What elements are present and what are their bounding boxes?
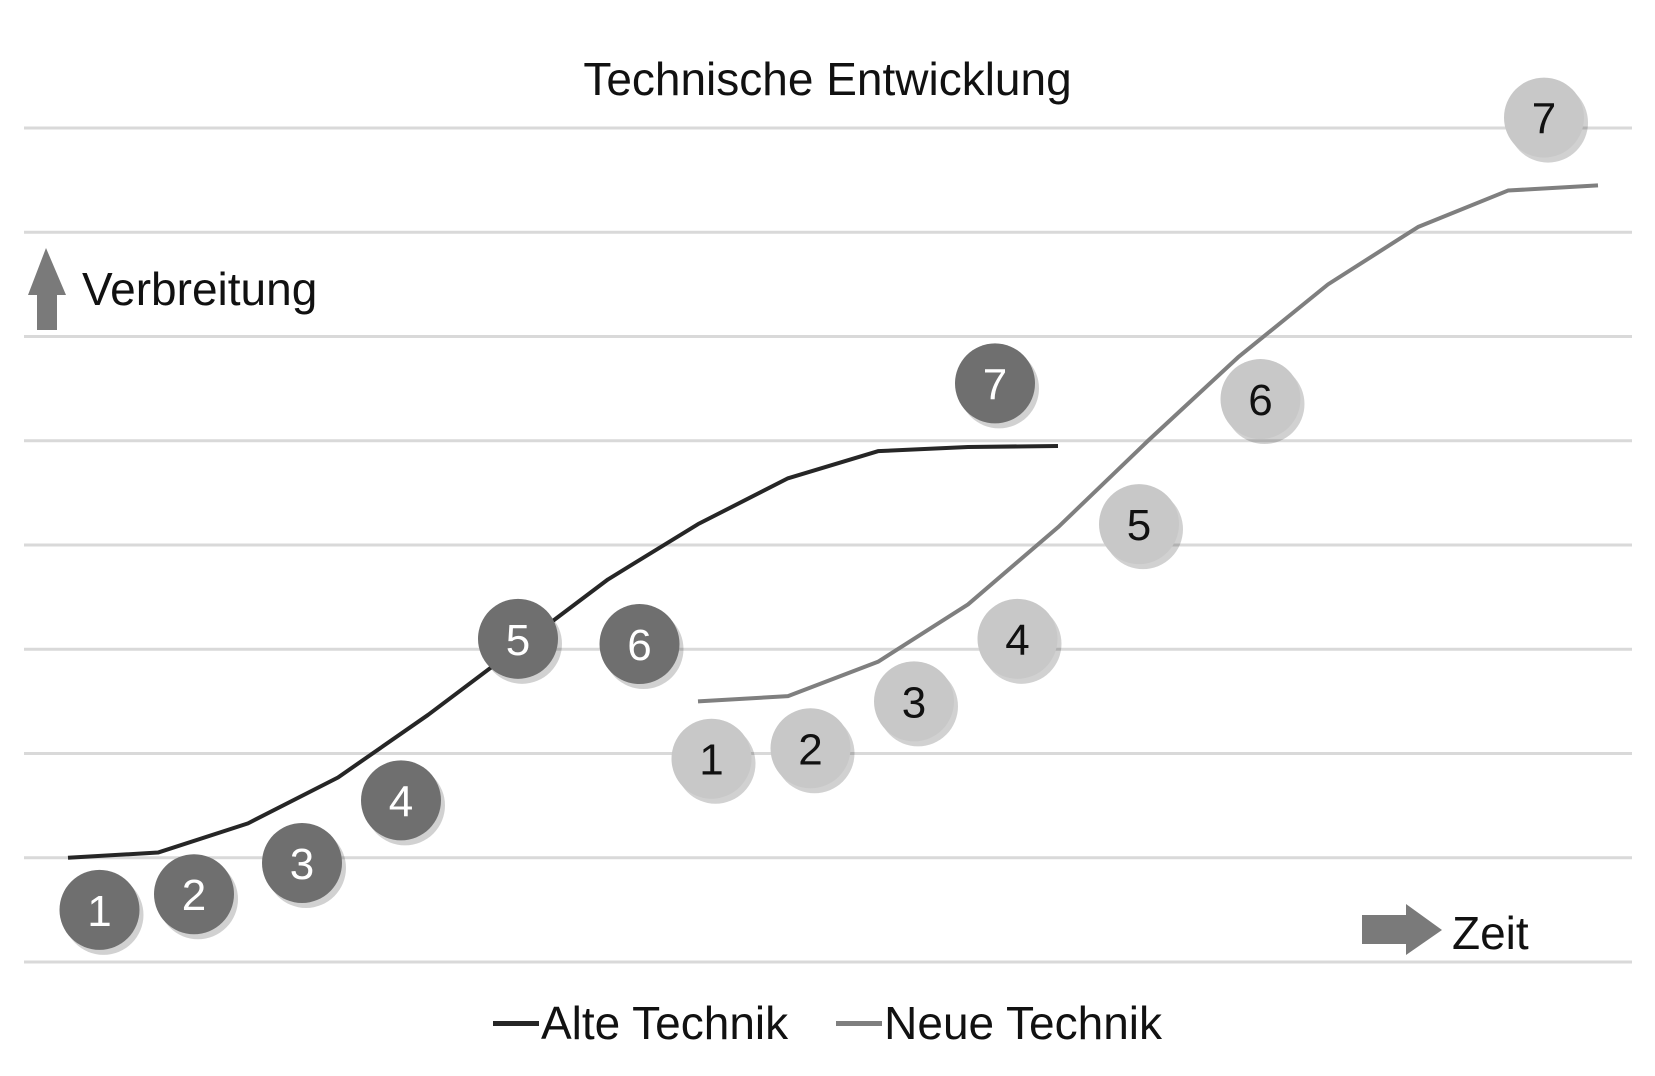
y-axis-label: Verbreitung xyxy=(82,263,318,315)
gridlines xyxy=(24,126,1632,964)
stage-marker: 2 xyxy=(770,708,855,794)
legend-swatch xyxy=(836,1020,883,1026)
stage-marker-label: 5 xyxy=(506,616,530,665)
legend-swatch xyxy=(492,1020,539,1026)
stage-marker: 4 xyxy=(361,760,445,846)
stage-marker-label: 7 xyxy=(1532,95,1556,144)
stage-marker-circle xyxy=(874,661,954,742)
stage-marker-label: 2 xyxy=(798,725,822,774)
stage-marker-circle xyxy=(1220,359,1301,440)
stage-marker: 5 xyxy=(478,598,562,684)
legend: Alte Technik Neue Technik xyxy=(0,996,1655,1050)
stage-marker-label: 4 xyxy=(389,777,413,826)
stage-marker-circle xyxy=(59,869,140,950)
stage-marker: 4 xyxy=(977,598,1062,684)
stage-marker-label: 1 xyxy=(87,887,111,936)
stage-marker-circle xyxy=(1099,484,1179,565)
stage-marker-label: 6 xyxy=(1248,376,1272,425)
stage-marker-label: 6 xyxy=(627,621,651,670)
stage-marker: 3 xyxy=(874,661,958,747)
stage-marker: 1 xyxy=(59,869,144,955)
x-axis-arrow-icon xyxy=(1362,904,1442,955)
legend-item-alte-technik: Alte Technik xyxy=(492,996,789,1050)
y-axis-arrow-icon xyxy=(28,248,66,330)
series-markers: 1 2 3 4 5 6 7 1 2 3 4 5 6 7 xyxy=(59,77,1588,955)
stage-marker: 7 xyxy=(955,343,1039,429)
stage-marker-label: 5 xyxy=(1127,501,1151,550)
legend-label: Neue Technik xyxy=(884,997,1163,1049)
stage-marker-circle xyxy=(478,598,558,679)
stage-marker: 5 xyxy=(1099,484,1183,570)
x-axis-label: Zeit xyxy=(1452,907,1529,959)
stage-marker-circle xyxy=(599,604,680,685)
series-line-alte-technik xyxy=(67,443,1059,860)
stage-marker-label: 1 xyxy=(699,736,723,785)
series-lines xyxy=(67,183,1599,860)
stage-marker-label: 2 xyxy=(182,871,206,920)
stage-marker-circle xyxy=(671,718,752,799)
stage-marker-circle xyxy=(262,822,342,903)
stage-marker-circle xyxy=(770,708,851,789)
stage-marker-circle xyxy=(1504,77,1584,158)
legend-item-neue-technik: Neue Technik xyxy=(836,996,1162,1050)
stage-marker: 2 xyxy=(154,854,238,940)
stage-marker: 3 xyxy=(262,822,346,908)
stage-marker: 6 xyxy=(599,604,684,690)
series-line-neue-technik xyxy=(697,183,1599,704)
stage-marker-label: 3 xyxy=(902,678,926,727)
stage-marker-label: 3 xyxy=(290,840,314,889)
stage-marker-label: 4 xyxy=(1005,616,1029,665)
stage-marker-circle xyxy=(977,598,1058,679)
chart-title: Technische Entwicklung xyxy=(583,53,1072,105)
stage-marker: 6 xyxy=(1220,359,1305,445)
stage-marker: 1 xyxy=(671,718,756,804)
stage-marker-label: 7 xyxy=(983,360,1007,409)
stage-marker-circle xyxy=(955,343,1035,424)
legend-label: Alte Technik xyxy=(540,997,789,1049)
stage-marker: 7 xyxy=(1504,77,1588,163)
stage-marker-circle xyxy=(361,760,441,841)
stage-marker-circle xyxy=(154,854,234,935)
